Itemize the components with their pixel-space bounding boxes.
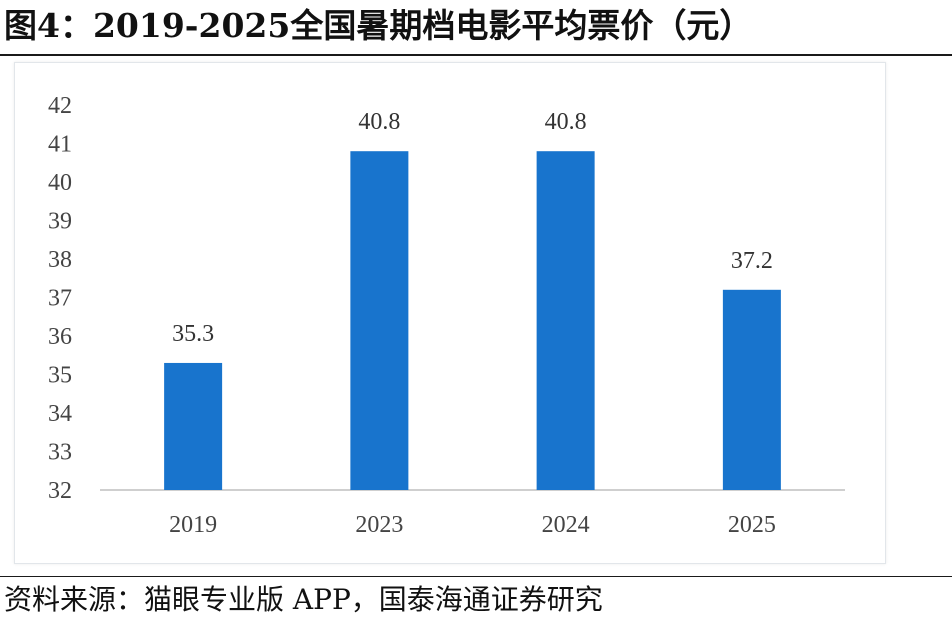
x-category-label: 2023 <box>355 512 403 538</box>
y-tick-label: 37 <box>48 286 72 312</box>
y-tick-label: 40 <box>48 170 72 196</box>
x-category-label: 2019 <box>169 512 217 538</box>
x-category-label: 2025 <box>728 512 776 538</box>
y-tick-label: 34 <box>48 401 72 427</box>
top-divider <box>0 54 952 56</box>
source-note: 资料来源：猫眼专业版 APP，国泰海通证券研究 <box>4 583 603 616</box>
y-tick-label: 38 <box>48 247 72 273</box>
y-tick-label: 36 <box>48 324 72 350</box>
y-tick-label: 39 <box>48 209 72 235</box>
data-label: 40.8 <box>358 109 400 135</box>
data-label: 40.8 <box>545 109 587 135</box>
y-tick-label: 41 <box>48 132 72 158</box>
bar-2024 <box>536 151 595 490</box>
y-tick-label: 35 <box>48 363 72 389</box>
y-tick-label: 42 <box>48 93 72 119</box>
bottom-divider <box>0 576 952 577</box>
data-label: 37.2 <box>731 248 773 274</box>
bar-2025 <box>722 289 781 490</box>
x-category-label: 2024 <box>542 512 590 538</box>
bar-2019 <box>164 362 223 490</box>
chart-title: 图4：2019-2025全国暑期档电影平均票价（元） <box>4 6 753 45</box>
y-tick-label: 32 <box>48 478 72 504</box>
y-tick-label: 33 <box>48 440 72 466</box>
bar-2023 <box>350 151 409 490</box>
data-label: 35.3 <box>172 321 214 347</box>
